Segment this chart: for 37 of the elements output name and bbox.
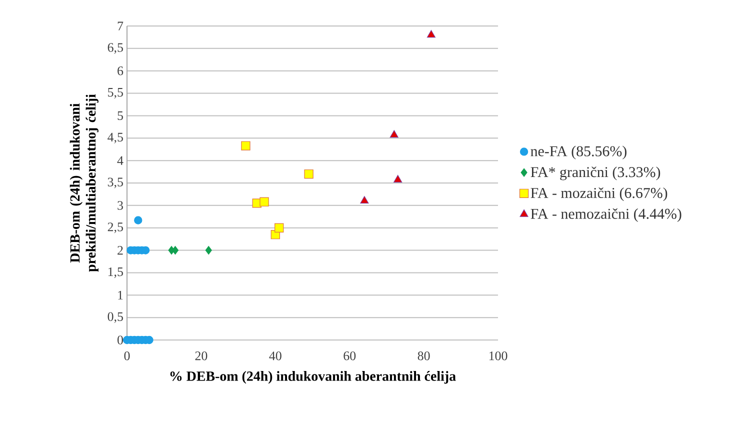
y-tick-label: 4,5 [108,132,123,144]
y-tick-label: 0 [118,336,123,344]
y-tick-label: 1 [118,290,123,300]
point [394,174,402,182]
y-tick-label: 7 [118,22,124,30]
x-tick-label: 100 [489,351,508,360]
y-tick-label: 6 [118,66,124,76]
y-tick-label: 2 [118,246,123,255]
x-tick-label: 20 [195,351,208,360]
point [134,216,142,224]
x-tick-label: 40 [269,351,282,360]
y-tick-label: 5,5 [108,88,123,99]
y-tick-label: 3,5 [108,178,123,188]
y-axis-title: DEB-om (24h) indukovani prekidi/multiaberantnoj ćeliji [70,94,98,272]
legend-label: FA - mozaični (6.67%) [530,187,668,202]
point [274,223,284,232]
x-axis-title: % DEB-om (24h) indukovanih aberantnih ćelija [170,371,456,384]
point [304,169,314,179]
y-tick-label: 3 [118,201,123,210]
x-tick-label: 0 [124,351,130,360]
y-tick-label: 4 [117,156,124,165]
y-tick-label: 6,5 [108,43,123,54]
y-tick-label: 5 [118,111,123,120]
point [360,196,369,204]
legend-label: ne-FA (85.56%) [530,146,626,160]
legend-label: FA* granični (3.33%) [530,166,660,180]
x-tick-label: 60 [344,351,356,360]
point [241,141,250,150]
x-tick-label: 80 [418,351,430,360]
point [426,30,436,38]
point [260,197,269,206]
point [205,246,212,255]
y-tick-label: 0,5 [108,312,123,323]
point [390,130,398,138]
y-tick-label: 2,5 [108,222,123,234]
y-tick-label: 1,5 [108,267,123,278]
legend-label: FA - nemozaični (4.44%) [530,208,682,222]
